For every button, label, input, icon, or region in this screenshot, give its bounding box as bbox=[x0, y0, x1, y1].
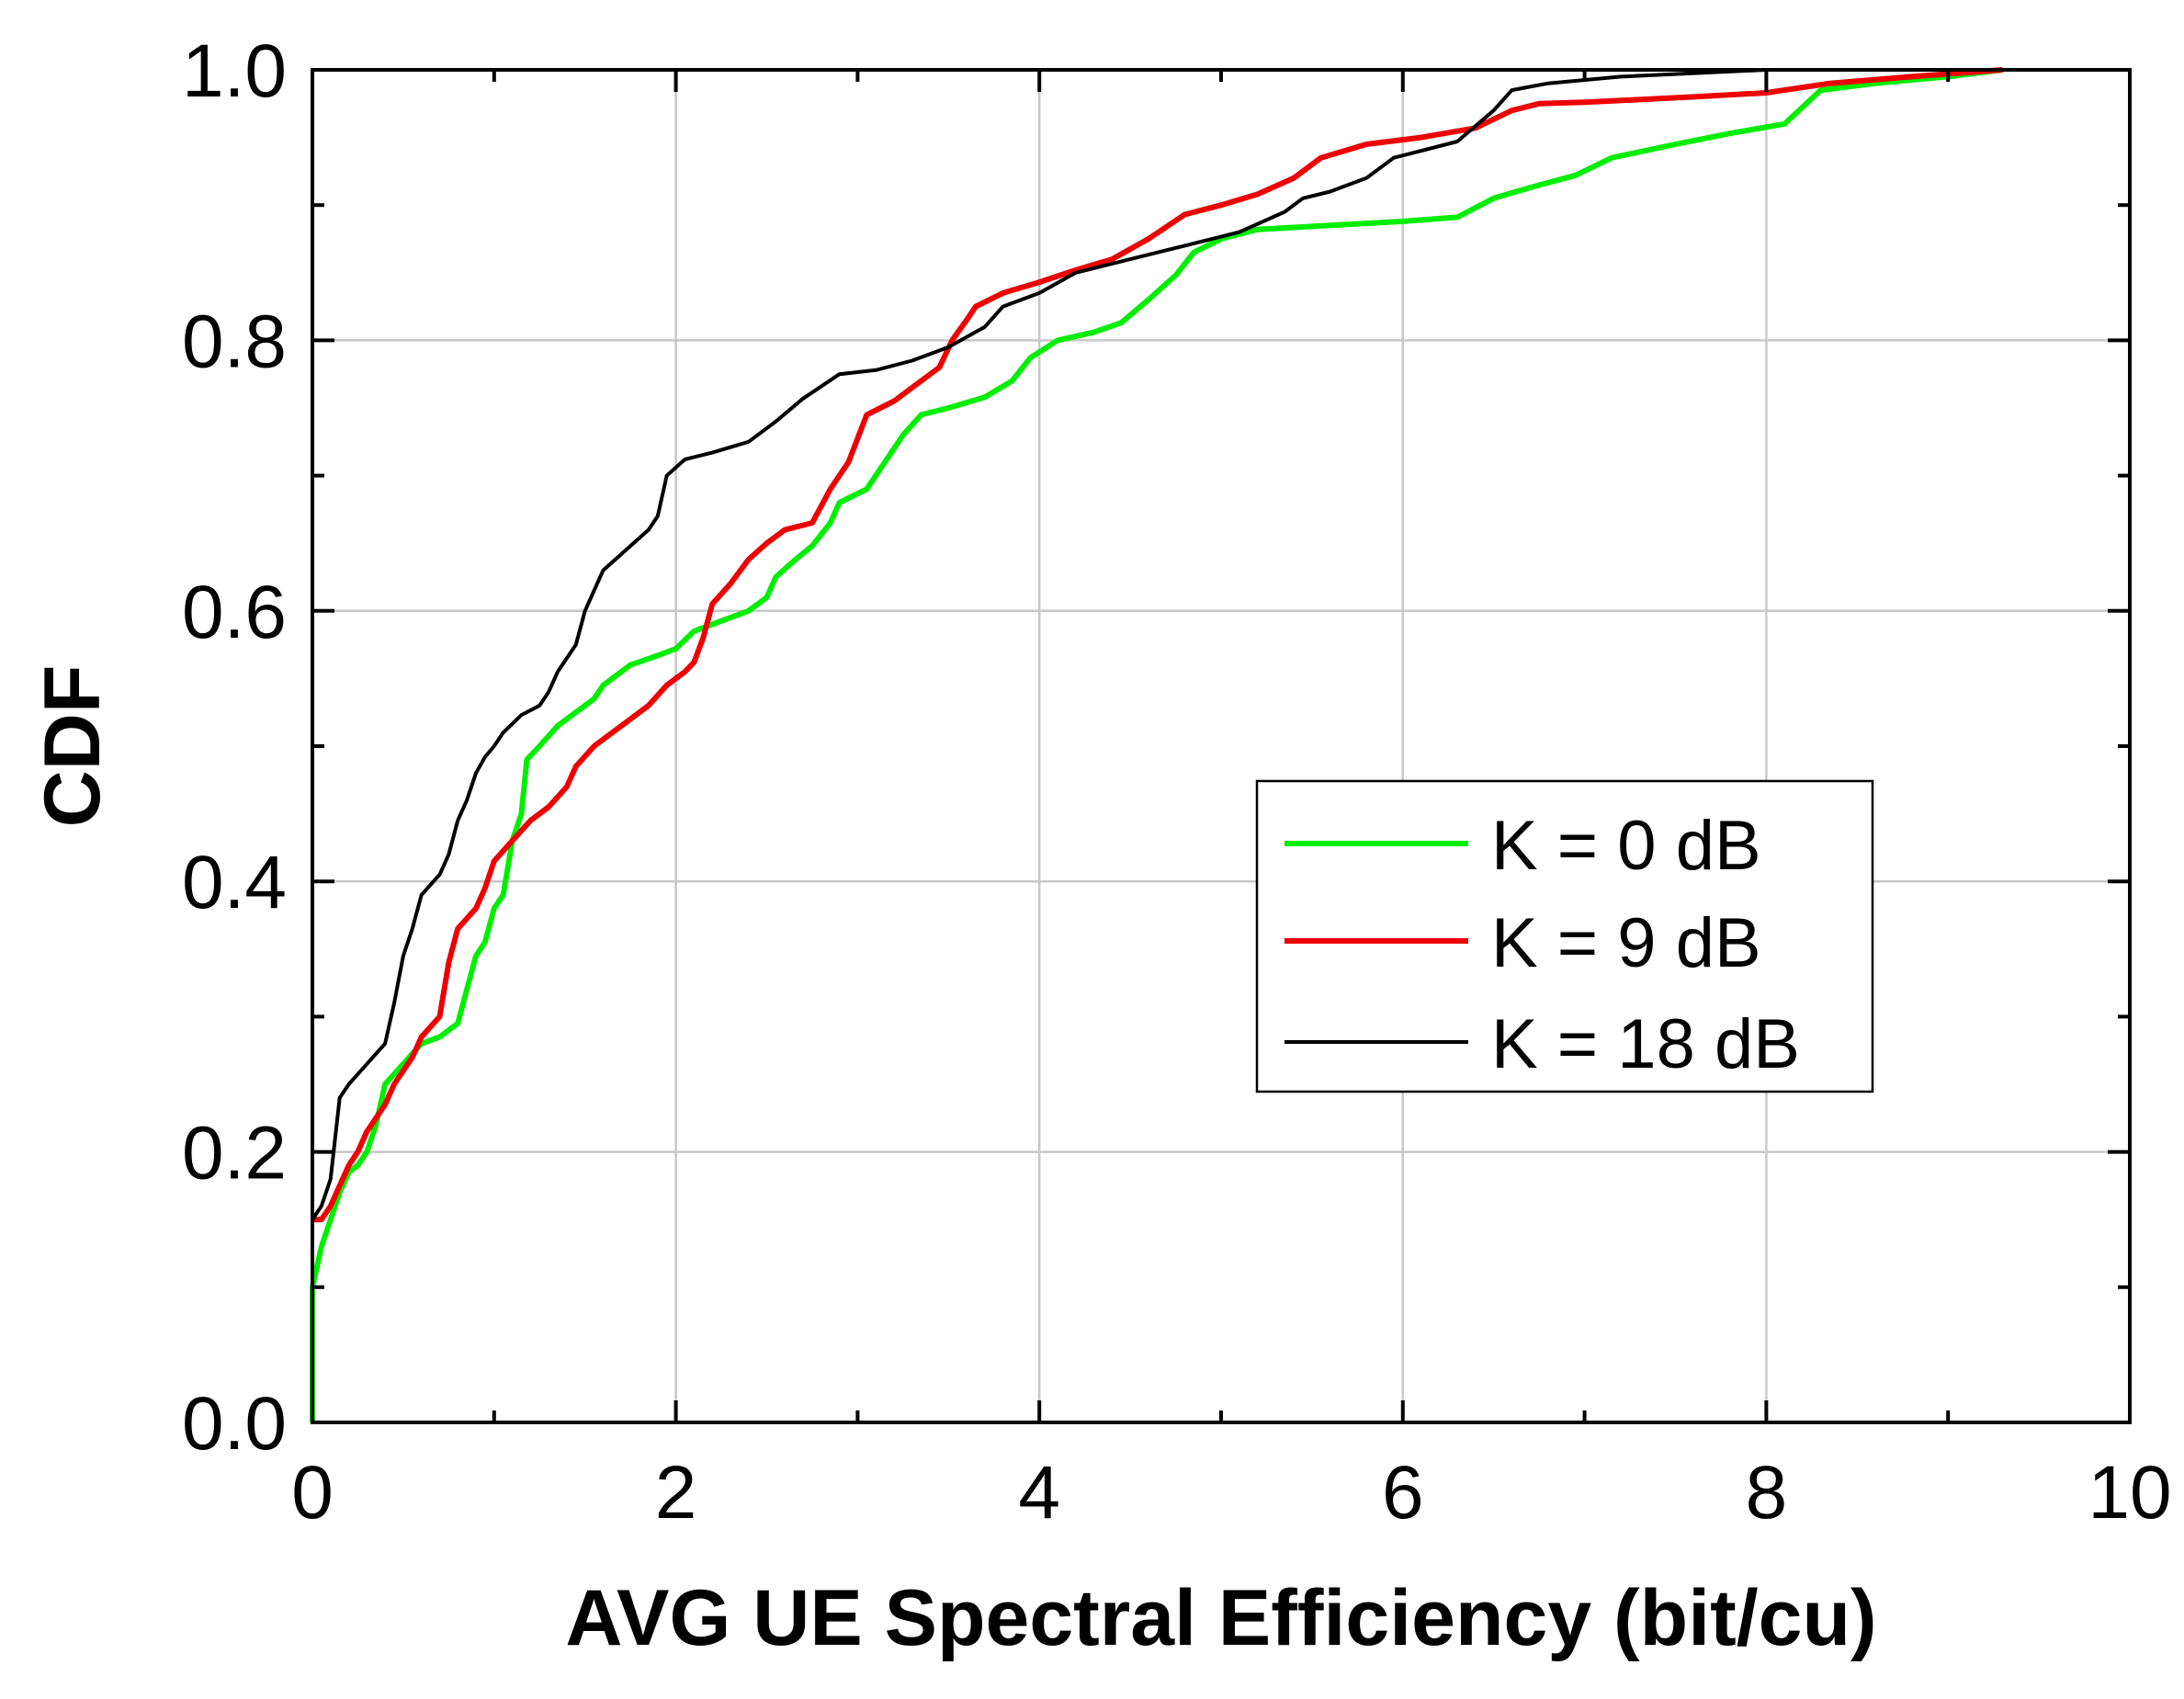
y-tick-label: 0.2 bbox=[182, 1112, 287, 1195]
y-tick-label: 0.6 bbox=[182, 571, 287, 654]
x-axis-title: AVG UE Spectral Efficiency (bit/cu) bbox=[565, 1574, 1876, 1662]
series-line-k9 bbox=[312, 67, 2003, 1223]
legend-box bbox=[1255, 779, 1874, 1093]
axis-ticks bbox=[311, 68, 2132, 1424]
x-tick-label: 8 bbox=[1746, 1451, 1788, 1535]
legend-label-k18: K = 18 dB bbox=[1491, 1005, 1800, 1083]
x-tick-label: 6 bbox=[1382, 1451, 1424, 1535]
series-line-k18 bbox=[311, 68, 1830, 1422]
y-tick-label: 1.0 bbox=[182, 29, 287, 113]
tick-labels: 0 2 4 6 8 10 0.0 0.2 0.4 0.6 0.8 1.0 bbox=[182, 29, 2172, 1535]
x-tick-label: 4 bbox=[1018, 1451, 1060, 1535]
series-lines bbox=[310, 67, 2003, 1422]
y-tick-label: 0.0 bbox=[182, 1382, 287, 1466]
plot-frame bbox=[311, 68, 2132, 1424]
x-tick-label: 0 bbox=[291, 1451, 334, 1535]
x-tick-label: 2 bbox=[655, 1451, 697, 1535]
series-line-k0 bbox=[310, 67, 2003, 1422]
grid bbox=[312, 70, 2130, 1422]
y-axis-title: CDF bbox=[28, 665, 117, 828]
legend: K = 0 dB K = 9 dB K = 18 dB bbox=[1255, 779, 1874, 1093]
legend-label-k9: K = 9 dB bbox=[1491, 904, 1761, 982]
y-tick-label: 0.4 bbox=[182, 841, 287, 924]
legend-label-k0: K = 0 dB bbox=[1491, 807, 1761, 885]
y-tick-label: 0.8 bbox=[182, 300, 287, 383]
x-tick-label: 10 bbox=[2088, 1451, 2171, 1535]
